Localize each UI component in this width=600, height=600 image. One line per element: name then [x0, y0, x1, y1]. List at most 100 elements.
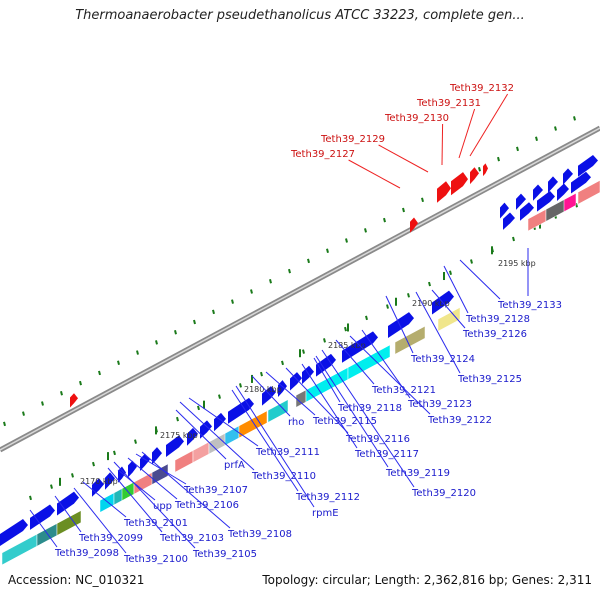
reverse-gene-arrow[interactable]: [503, 212, 515, 230]
cog-feature-block[interactable]: [347, 344, 391, 380]
topology-label: Topology: circular; Length: 2,362,816 bp…: [262, 573, 592, 587]
reverse-gene-arrow[interactable]: [200, 420, 212, 439]
cog-feature-block[interactable]: [527, 208, 547, 232]
gene-leader-line: [235, 385, 315, 508]
forward-gene-arrow[interactable]: [578, 154, 598, 177]
reverse-gene-arrow[interactable]: [187, 427, 198, 446]
gene-label: Teth39_2110: [251, 471, 316, 482]
cog-feature-block[interactable]: [151, 463, 169, 485]
gc-skew-tick: [22, 411, 25, 416]
selected-gene-arrow[interactable]: [437, 181, 451, 203]
gc-skew-tick: [535, 136, 538, 141]
selected-gene-label: Teth39_2130: [384, 113, 449, 124]
gene-leader-line: [335, 339, 375, 385]
scale-label: 2185 kbp: [328, 341, 366, 350]
cog-feature-block[interactable]: [437, 307, 461, 332]
gc-skew-tick: [288, 268, 291, 274]
forward-gene-arrow[interactable]: [516, 193, 526, 210]
cog-feature-block[interactable]: [563, 192, 577, 213]
gene-leader-line: [54, 495, 82, 533]
scale-label: 2195 kbp: [498, 259, 536, 268]
gene-leader-line: [175, 409, 227, 460]
gc-skew-tick: [269, 279, 272, 284]
reverse-gene-arrow[interactable]: [57, 491, 79, 516]
gc-skew-tick: [478, 167, 481, 172]
gc-skew-tick: [554, 126, 557, 131]
gene-label: Teth39_2101: [123, 518, 188, 529]
reverse-gene-arrow[interactable]: [118, 466, 126, 483]
forward-gene-arrow[interactable]: [548, 176, 558, 193]
gene-leader-line: [73, 487, 127, 554]
cog-feature-block[interactable]: [394, 325, 426, 355]
gene-label: Teth39_2105: [192, 549, 257, 560]
selected-gene-arrow[interactable]: [410, 217, 418, 233]
cog-feature-block[interactable]: [56, 510, 82, 536]
selected-gene-arrow[interactable]: [483, 163, 488, 177]
reverse-gene-arrow[interactable]: [571, 171, 591, 194]
cog-feature-block[interactable]: [577, 180, 600, 205]
scale-label: 2170 kbp: [80, 477, 118, 486]
gene-label: Teth39_2115: [312, 416, 377, 427]
gc-skew-tick: [250, 289, 253, 294]
reverse-gene-arrow[interactable]: [290, 372, 302, 391]
reverse-gene-arrow[interactable]: [302, 365, 314, 385]
gene-leader-line: [251, 375, 291, 417]
gene-label: Teth39_2121: [371, 385, 436, 396]
selected-gene-arrow[interactable]: [70, 393, 78, 408]
cog-feature-block[interactable]: [295, 389, 307, 408]
cog-feature-block[interactable]: [99, 492, 115, 513]
reverse-gene-arrow[interactable]: [316, 353, 336, 377]
forward-gene-arrow[interactable]: [533, 184, 543, 201]
gc-skew-tick: [197, 405, 200, 411]
gc-skew-tick: [365, 315, 368, 321]
gc-skew-tick: [323, 338, 326, 343]
selected-gene-arrow[interactable]: [451, 172, 468, 196]
reverse-gene-arrow[interactable]: [537, 191, 555, 212]
gene-leader-line: [265, 371, 316, 416]
reverse-gene-arrow[interactable]: [152, 447, 162, 465]
gene-leader-line: [315, 355, 389, 468]
scale-label: 2190 kbp: [412, 299, 450, 308]
gene-label: Teth39_2099: [78, 533, 143, 544]
gene-label: Teth39_2120: [411, 488, 476, 499]
reverse-gene-arrow[interactable]: [388, 312, 414, 339]
cog-feature-block[interactable]: [267, 399, 289, 423]
selected-gene-leader: [469, 93, 509, 157]
gene-label: Teth39_2100: [123, 554, 188, 565]
gc-skew-tick: [98, 370, 101, 376]
gene-leader-line: [188, 397, 259, 447]
reverse-gene-arrow[interactable]: [166, 435, 184, 458]
cog-feature-block[interactable]: [174, 450, 194, 473]
cog-feature-block[interactable]: [238, 410, 268, 439]
reverse-gene-arrow[interactable]: [557, 183, 569, 201]
reverse-gene-arrow[interactable]: [140, 453, 150, 471]
gene-leader-line: [113, 461, 196, 549]
reverse-gene-arrow[interactable]: [262, 386, 276, 406]
reverse-gene-arrow[interactable]: [128, 460, 137, 478]
forward-gene-arrow[interactable]: [563, 168, 573, 185]
gc-skew-tick: [79, 380, 82, 386]
gc-skew-tick: [302, 349, 305, 354]
gc-skew-tick: [516, 146, 519, 152]
gc-skew-tick: [239, 383, 242, 388]
gc-skew-tick: [136, 350, 139, 355]
gene-label: Teth39_2098: [54, 548, 119, 559]
cog-feature-block[interactable]: [224, 425, 240, 446]
genome-backbone-highlight: [0, 127, 600, 451]
cog-feature-block[interactable]: [192, 441, 210, 463]
gc-skew-tick: [92, 461, 95, 467]
gene-leader-line: [117, 469, 156, 501]
selected-gene-arrow[interactable]: [470, 167, 479, 185]
gene-label: Teth39_2117: [354, 449, 419, 460]
reverse-gene-arrow[interactable]: [0, 518, 28, 546]
reverse-gene-arrow[interactable]: [30, 504, 55, 530]
gene-label: rpmE: [312, 508, 339, 519]
gc-skew-tick: [60, 391, 63, 396]
forward-gene-arrow[interactable]: [500, 202, 509, 219]
reverse-gene-arrow[interactable]: [105, 472, 115, 490]
gc-skew-tick: [326, 248, 329, 253]
gene-leader-line: [443, 265, 469, 314]
reverse-gene-arrow[interactable]: [520, 202, 534, 221]
